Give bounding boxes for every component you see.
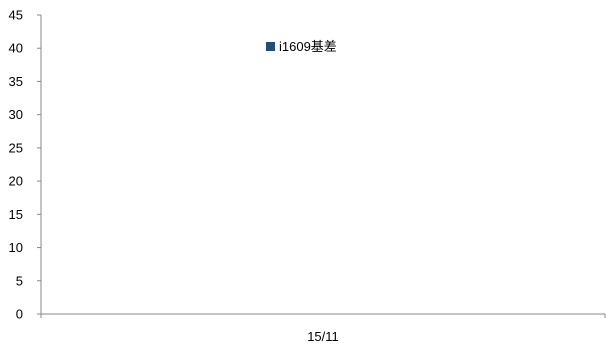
x-axis-ticks: 15/11 <box>40 314 606 344</box>
y-tick-label: 25 <box>9 140 23 155</box>
y-tick-label: 0 <box>16 307 23 322</box>
x-tick-label: 15/11 <box>307 329 339 344</box>
y-tick-label: 5 <box>16 273 23 288</box>
legend-swatch <box>266 42 275 51</box>
y-tick-label: 35 <box>9 74 23 89</box>
y-axis-ticks: 0 5 10 15 20 25 30 35 40 45 <box>9 8 41 322</box>
y-tick-label: 45 <box>9 8 23 23</box>
y-tick-label: 15 <box>9 207 23 222</box>
y-tick-label: 20 <box>9 174 23 189</box>
y-tick-label: 30 <box>9 107 23 122</box>
legend-label: i1609基差 <box>279 39 337 54</box>
legend: i1609基差 <box>266 39 337 54</box>
y-tick-label: 10 <box>9 240 23 255</box>
y-tick-label: 40 <box>9 41 23 56</box>
